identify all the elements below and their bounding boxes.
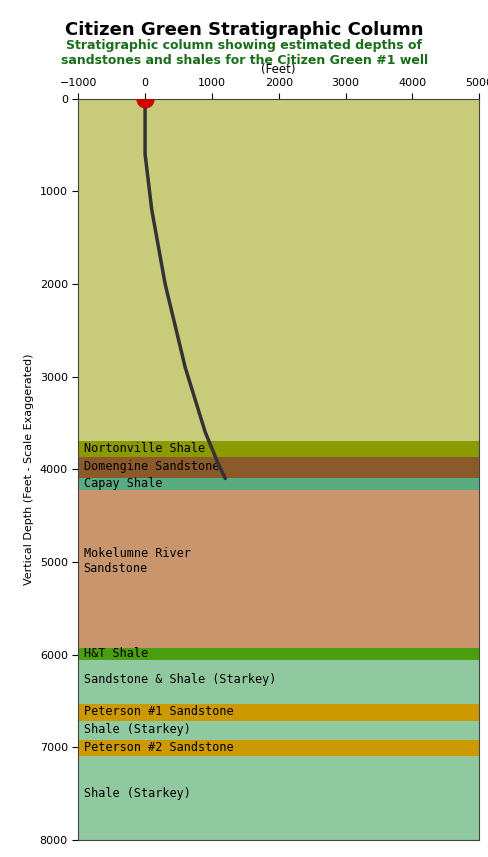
Text: Capay Shale: Capay Shale bbox=[83, 477, 162, 490]
Text: Shale (Starkey): Shale (Starkey) bbox=[83, 723, 190, 736]
Text: Peterson #2 Sandstone: Peterson #2 Sandstone bbox=[83, 740, 233, 754]
Text: Citizen Green Stratigraphic Column: Citizen Green Stratigraphic Column bbox=[65, 21, 423, 39]
X-axis label: (Feet): (Feet) bbox=[261, 63, 295, 75]
Text: Mokelumne River
Sandstone: Mokelumne River Sandstone bbox=[83, 547, 190, 575]
Text: Shale (Starkey): Shale (Starkey) bbox=[83, 788, 190, 800]
Text: Nortonville Shale: Nortonville Shale bbox=[83, 442, 204, 455]
Text: Peterson #1 Sandstone: Peterson #1 Sandstone bbox=[83, 705, 233, 718]
Y-axis label: Vertical Depth (Feet - Scale Exaggerated): Vertical Depth (Feet - Scale Exaggerated… bbox=[24, 353, 34, 585]
Text: Stratigraphic column showing estimated depths of
sandstones and shales for the C: Stratigraphic column showing estimated d… bbox=[61, 39, 427, 67]
Text: Domengine Sandstone: Domengine Sandstone bbox=[83, 460, 219, 473]
Text: H&T Shale: H&T Shale bbox=[83, 647, 147, 660]
Text: Sandstone & Shale (Starkey): Sandstone & Shale (Starkey) bbox=[83, 674, 275, 686]
